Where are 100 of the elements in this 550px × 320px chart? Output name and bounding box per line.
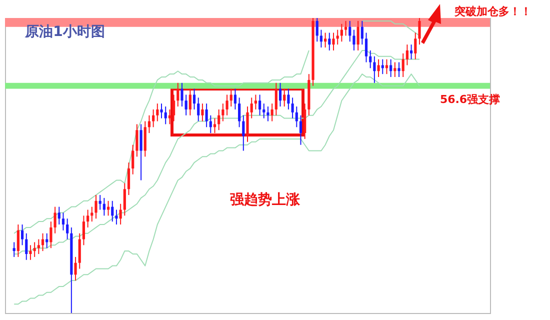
candlestick — [160, 103, 163, 119]
candlestick — [234, 88, 237, 110]
candlestick — [209, 114, 212, 134]
candlestick — [222, 103, 224, 122]
text: 56.6强支撑 — [440, 93, 500, 106]
candlestick — [33, 242, 36, 258]
candlestick — [119, 203, 122, 225]
candlestick — [218, 108, 220, 131]
candlestick — [201, 103, 204, 122]
candlestick — [344, 20, 348, 36]
candlestick — [418, 18, 421, 46]
candlestick — [369, 50, 372, 69]
candlestick — [246, 106, 249, 142]
candlestick — [16, 224, 20, 258]
candlestick — [168, 108, 171, 125]
candlestick — [226, 94, 228, 116]
candlestick — [62, 212, 65, 231]
candlestick — [274, 82, 278, 116]
candlestick — [287, 88, 290, 110]
candlestick — [377, 58, 380, 78]
candlestick — [29, 244, 32, 260]
candlestick — [283, 88, 286, 107]
candlestick — [348, 20, 352, 42]
candlestick — [197, 97, 200, 122]
candlestick — [41, 232, 44, 252]
candlestick — [164, 106, 167, 125]
candlestick — [192, 88, 196, 110]
candlestick — [102, 197, 106, 216]
candlestick — [50, 221, 52, 249]
candlestick — [278, 82, 282, 107]
candlestick — [299, 114, 302, 146]
candlestick — [78, 232, 81, 270]
text: 突破加仓多！！ — [454, 5, 532, 18]
candlestick — [20, 224, 24, 246]
candlestick — [262, 103, 266, 119]
candlestick — [184, 94, 188, 116]
candlestick — [270, 103, 274, 122]
candlestick — [402, 52, 404, 78]
candlestick — [156, 103, 159, 122]
candlestick — [406, 44, 408, 66]
candlestick — [132, 144, 134, 175]
candlestick — [258, 94, 262, 116]
candlestick — [148, 114, 151, 134]
candlestick — [58, 206, 60, 225]
candlestick — [123, 182, 126, 216]
candlestick — [316, 18, 318, 42]
candlestick — [111, 200, 114, 222]
candlestick — [176, 82, 180, 107]
candlestick — [332, 32, 335, 51]
candlestick — [136, 124, 138, 158]
candlestick — [37, 238, 40, 254]
candlestick — [373, 56, 376, 84]
candlestick — [336, 29, 339, 46]
candlestick — [328, 32, 331, 51]
candlestick — [381, 58, 384, 75]
candlestick — [398, 62, 400, 78]
candlestick — [340, 23, 343, 42]
candlestick — [127, 162, 130, 196]
candlestick — [230, 88, 232, 107]
candlestick — [54, 206, 56, 234]
candlestick — [152, 108, 155, 128]
candlestick — [356, 20, 360, 51]
candlestick — [94, 194, 98, 220]
candlestick — [266, 106, 270, 122]
candlestick — [115, 209, 118, 225]
candlestick — [213, 118, 216, 134]
candlestick — [66, 218, 69, 240]
candlestick — [414, 32, 417, 60]
candlestick — [295, 106, 298, 128]
candlestick — [390, 58, 392, 78]
candlestick — [188, 88, 192, 116]
candlestick — [364, 32, 368, 63]
candlestick — [394, 62, 396, 78]
candlestick — [205, 103, 208, 128]
candlestick — [410, 44, 413, 60]
candlestick — [304, 103, 306, 140]
candlestick — [172, 94, 176, 122]
candlestick — [106, 200, 110, 216]
candlestick — [360, 20, 364, 46]
candlestick — [250, 97, 253, 119]
candlestick — [144, 120, 146, 158]
candlestick — [242, 114, 245, 152]
candlestick — [385, 58, 388, 75]
candlestick — [352, 29, 356, 51]
candlestick — [320, 29, 323, 48]
candlestick — [74, 256, 77, 282]
candlestick — [254, 94, 257, 110]
candlestick — [180, 82, 184, 107]
candlestick — [25, 232, 28, 260]
candlestick — [324, 32, 327, 48]
candlestick — [238, 97, 241, 128]
candlestick — [291, 97, 294, 119]
candlestick — [12, 242, 16, 258]
annotation: 强趋势上涨 — [230, 192, 301, 208]
candlestick — [86, 209, 90, 228]
candlestick — [140, 124, 142, 181]
candlestick — [98, 194, 102, 210]
candlestick — [82, 215, 86, 246]
annotation: 原油1小时图 — [24, 24, 105, 40]
candlestick — [90, 206, 94, 222]
